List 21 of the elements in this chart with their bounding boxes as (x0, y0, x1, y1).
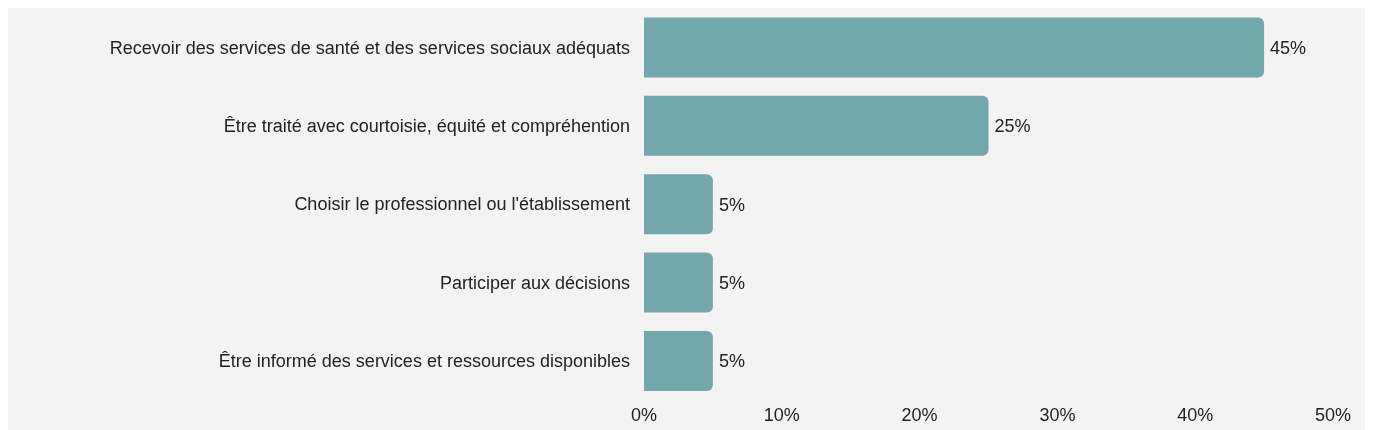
y-tick-label: Recevoir des services de santé et des services sociaux adéquats (109, 37, 630, 58)
y-tick-label: Choisir le professionnel ou l'établissement (294, 194, 630, 215)
data-label: 45% (1270, 37, 1307, 58)
data-label: 25% (994, 116, 1031, 137)
bar (644, 17, 1265, 78)
y-tick-label: Participer aux décisions (439, 272, 630, 293)
x-tick-label: 10% (763, 404, 800, 425)
bar (644, 95, 989, 156)
bar (644, 331, 713, 392)
data-label: 5% (718, 273, 745, 293)
x-tick-label: 40% (1177, 404, 1214, 425)
y-tick-label: Être informé des services et ressources disponibles (218, 351, 630, 372)
x-tick-label: 50% (1314, 404, 1352, 425)
y-tick-label: Être traité avec courtoisie, équité et compréhention (223, 115, 630, 136)
x-tick-label: 0% (630, 404, 658, 425)
data-label: 5% (718, 351, 745, 372)
bar (644, 174, 713, 235)
bar (644, 252, 713, 313)
x-tick-label: 30% (1039, 404, 1076, 425)
data-label: 5% (718, 194, 745, 215)
x-tick-label: 20% (901, 404, 938, 425)
